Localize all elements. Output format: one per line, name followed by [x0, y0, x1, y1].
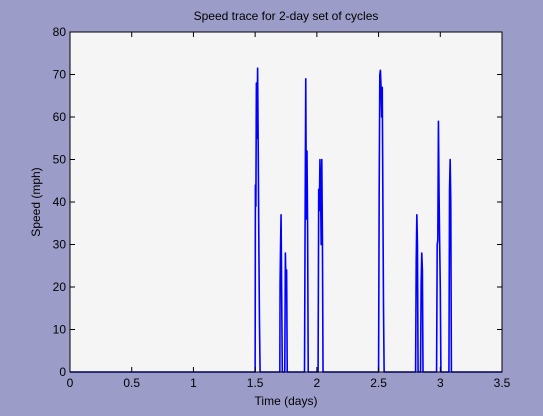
x-axis-ticks: 0 0.5 1 1.5 2 2.5 3 3.5 [67, 32, 511, 390]
y-tick-label: 80 [53, 25, 67, 39]
x-axis-label: Time (days) [255, 394, 318, 408]
y-tick-label: 0 [59, 365, 66, 379]
y-tick-label: 10 [53, 323, 67, 337]
x-tick-label: 1.5 [247, 376, 264, 390]
y-tick-label: 30 [53, 238, 67, 252]
x-tick-label: 3.5 [494, 376, 511, 390]
x-tick-label: 2.5 [370, 376, 387, 390]
plot-area [70, 32, 502, 372]
y-tick-label: 20 [53, 280, 67, 294]
y-tick-label: 40 [53, 195, 67, 209]
y-axis-ticks: 0 10 20 30 40 50 60 70 80 [53, 25, 502, 379]
x-tick-label: 1 [190, 376, 197, 390]
y-axis-label: Speed (mph) [29, 167, 43, 236]
x-tick-label: 2 [314, 376, 321, 390]
y-tick-label: 70 [53, 68, 67, 82]
chart-title: Speed trace for 2-day set of cycles [194, 9, 379, 23]
y-tick-label: 50 [53, 153, 67, 167]
x-tick-label: 0 [67, 376, 74, 390]
x-tick-label: 0.5 [123, 376, 140, 390]
x-tick-label: 3 [437, 376, 444, 390]
y-tick-label: 60 [53, 110, 67, 124]
